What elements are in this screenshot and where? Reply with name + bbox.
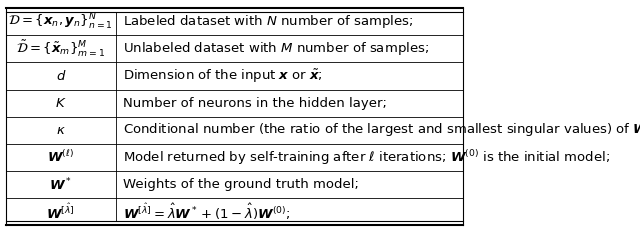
Text: Weights of the ground truth model;: Weights of the ground truth model; — [123, 178, 358, 191]
Text: $\tilde{\mathcal{D}} = \{\tilde{\boldsymbol{x}}_m\}_{m=1}^{M}$: $\tilde{\mathcal{D}} = \{\tilde{\boldsym… — [16, 39, 106, 59]
Text: $\mathcal{D} = \{\boldsymbol{x}_n, \boldsymbol{y}_n\}_{n=1}^{N}$: $\mathcal{D} = \{\boldsymbol{x}_n, \bold… — [8, 12, 113, 32]
Text: $d$: $d$ — [56, 69, 66, 83]
Text: $\boldsymbol{W}^{(\ell)}$: $\boldsymbol{W}^{(\ell)}$ — [47, 150, 74, 165]
Text: Number of neurons in the hidden layer;: Number of neurons in the hidden layer; — [123, 97, 387, 110]
Text: Labeled dataset with $N$ number of samples;: Labeled dataset with $N$ number of sampl… — [123, 13, 413, 30]
Text: Unlabeled dataset with $M$ number of samples;: Unlabeled dataset with $M$ number of sam… — [123, 40, 429, 57]
Text: Conditional number (the ratio of the largest and smallest singular values) of $\: Conditional number (the ratio of the lar… — [123, 120, 640, 140]
Text: Model returned by self-training after $\ell$ iterations; $\boldsymbol{W}^{(0)}$ : Model returned by self-training after $\… — [123, 148, 610, 167]
Text: $\boldsymbol{W}^{[\hat{\lambda}]} = \hat{\lambda}\boldsymbol{W}^* + (1 - \hat{\l: $\boldsymbol{W}^{[\hat{\lambda}]} = \hat… — [123, 202, 290, 222]
Text: $\kappa$: $\kappa$ — [56, 124, 66, 137]
Text: $\boldsymbol{W}^*$: $\boldsymbol{W}^*$ — [49, 176, 72, 193]
Text: Dimension of the input $\boldsymbol{x}$ or $\tilde{\boldsymbol{x}}$;: Dimension of the input $\boldsymbol{x}$ … — [123, 67, 323, 85]
Text: $K$: $K$ — [55, 97, 67, 110]
Text: $\boldsymbol{W}^{[\hat{\lambda}]}$: $\boldsymbol{W}^{[\hat{\lambda}]}$ — [47, 202, 76, 222]
